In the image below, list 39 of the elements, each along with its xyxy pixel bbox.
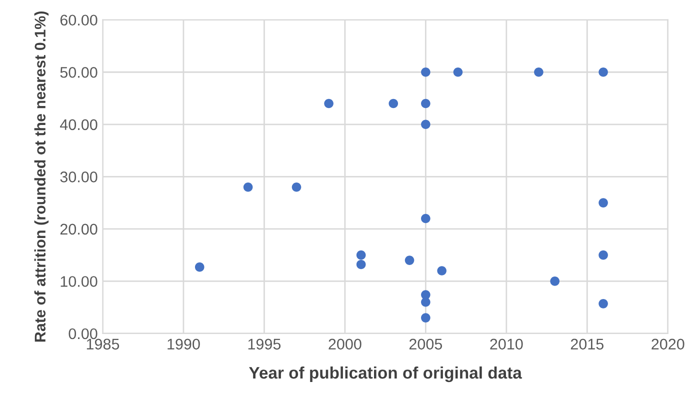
y-tick-label: 10.00 [60,276,98,287]
y-tick-label: 0.00 [68,328,98,340]
x-tick-label: 2000 [328,338,362,350]
y-tick-label: 30.00 [60,172,98,182]
x-tick-label: 1990 [168,338,200,350]
point [356,260,366,270]
x-tick-label: 2015 [570,338,604,350]
point [598,250,608,260]
point [598,299,608,308]
point [421,214,430,224]
x-tick-label: 2010 [490,338,523,350]
point [356,250,366,260]
point [453,67,463,77]
point [421,313,430,322]
point [243,182,253,192]
point [404,256,414,265]
x-axis-title: Year of publication of original data [249,366,522,382]
x-tick-label: 2005 [409,338,442,350]
point [324,98,334,108]
y-tick-label: 20.00 [60,224,98,235]
point [292,182,302,192]
y-axis-title: Rate of attrition (rounded ot the nearest 0.1%) [34,11,49,342]
x-tick-label: 2020 [652,338,684,350]
x-tick-label: 1985 [86,338,120,350]
point [437,266,446,276]
y-tick-label: 50.00 [60,66,98,78]
point [550,276,560,286]
point [421,67,430,77]
point [598,198,608,208]
point [534,67,544,77]
x-tick-label: 1995 [248,338,281,350]
y-tick-label: 40.00 [60,119,98,130]
point [598,67,608,77]
point [421,120,430,130]
point [421,98,430,108]
point [194,262,204,272]
point [421,297,430,307]
y-tick-label: 60.00 [60,14,98,26]
point [388,98,398,108]
